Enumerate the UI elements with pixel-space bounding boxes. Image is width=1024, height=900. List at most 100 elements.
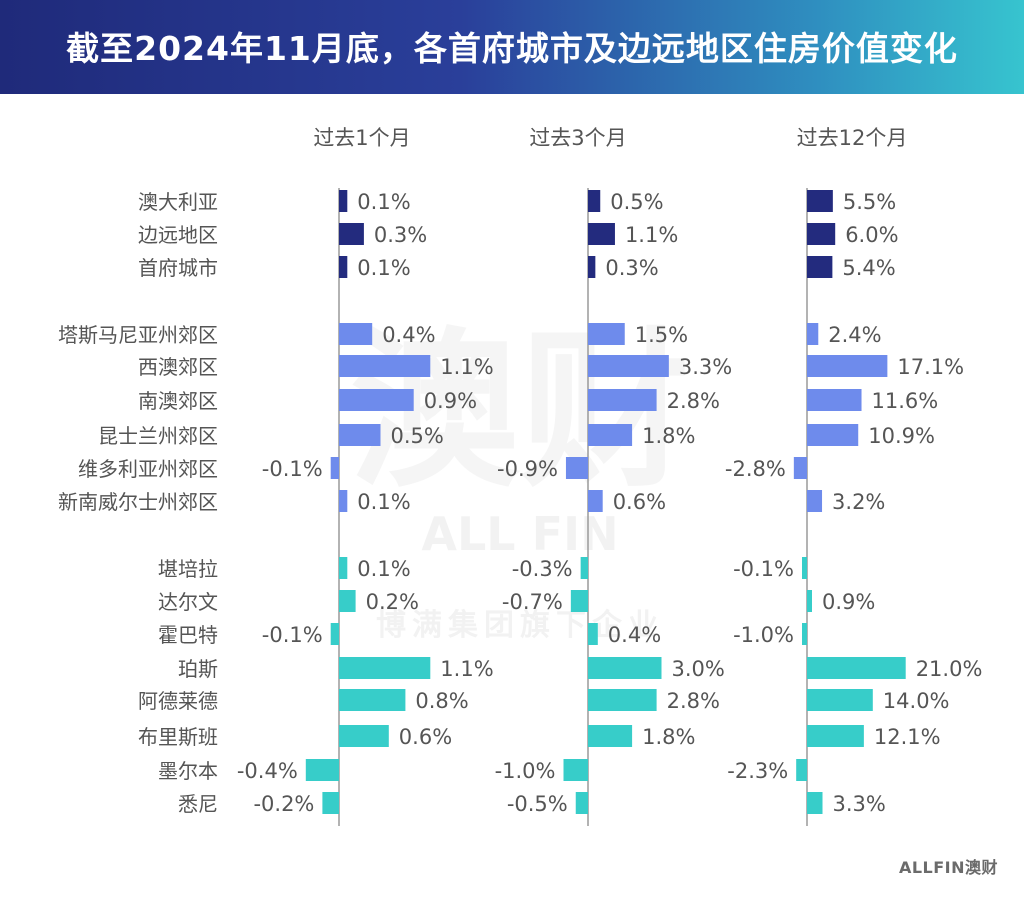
data-label: 0.4% (382, 323, 435, 347)
category-label: 堪培拉 (158, 557, 218, 581)
watermark-mark: 澳财 (350, 313, 690, 511)
data-label: 0.1% (357, 490, 410, 514)
data-label: 0.5% (610, 190, 663, 214)
bar (802, 623, 807, 645)
data-label: 0.1% (357, 557, 410, 581)
category-label: 阿德莱德 (138, 689, 218, 713)
data-label: 1.1% (440, 355, 493, 379)
data-label: 3.2% (832, 490, 885, 514)
category-label: 边远地区 (138, 223, 218, 247)
bar (807, 725, 864, 747)
data-label: 0.3% (605, 256, 658, 280)
bar (807, 256, 833, 278)
category-label: 澳大利亚 (138, 190, 218, 214)
bar (588, 355, 669, 377)
watermark-logo: 澳财 ALL FIN 博满集团旗下企业 (350, 313, 690, 643)
data-label: 0.6% (399, 725, 452, 749)
data-label: -1.0% (495, 759, 556, 783)
bar (339, 190, 348, 212)
bar (322, 792, 339, 814)
bar (339, 689, 406, 711)
column-title-1-month: 过去1个月 (313, 126, 411, 150)
category-label: 新南威尔士州郊区 (58, 490, 218, 514)
data-label: -0.5% (507, 792, 568, 816)
category-label: 塔斯马尼亚州郊区 (58, 323, 218, 347)
data-label: 2.4% (828, 323, 881, 347)
data-label: -2.8% (725, 457, 786, 481)
category-label: 墨尔本 (158, 759, 218, 783)
category-label: 达尔文 (158, 590, 218, 614)
data-label: 0.4% (608, 623, 661, 647)
data-label: 5.4% (842, 256, 895, 280)
bar (588, 623, 598, 645)
bar (339, 389, 414, 411)
category-label: 昆士兰州郊区 (98, 424, 218, 448)
bar (330, 457, 339, 479)
data-label: 1.1% (440, 657, 493, 681)
bar (339, 725, 389, 747)
bar (575, 792, 588, 814)
data-label: 0.2% (366, 590, 419, 614)
bar (588, 256, 596, 278)
bar (580, 557, 588, 579)
bar (330, 623, 339, 645)
data-label: 3.0% (672, 657, 725, 681)
bar (339, 657, 431, 679)
data-label: 0.3% (374, 223, 427, 247)
bar (807, 657, 906, 679)
bar (339, 490, 348, 512)
bar (588, 725, 633, 747)
footer-logo: ALLFIN澳财 (898, 858, 998, 877)
watermark-tagline: 博满集团旗下企业 (376, 608, 664, 643)
data-label: 0.1% (357, 256, 410, 280)
bar (339, 424, 381, 446)
bar (807, 355, 888, 377)
bar (588, 490, 603, 512)
bar (565, 457, 588, 479)
data-label: -0.7% (502, 590, 563, 614)
data-label: 21.0% (916, 657, 983, 681)
data-label: 6.0% (845, 223, 898, 247)
data-label: -0.2% (253, 792, 314, 816)
bar (807, 190, 833, 212)
bar (588, 190, 601, 212)
data-label: 0.9% (424, 389, 477, 413)
data-label: -0.1% (262, 457, 323, 481)
data-label: 0.9% (822, 590, 875, 614)
data-label: 2.8% (667, 689, 720, 713)
bar (793, 457, 807, 479)
bar (588, 389, 657, 411)
bar (339, 557, 348, 579)
category-label: 悉尼 (178, 792, 218, 816)
bar (796, 759, 807, 781)
bar (339, 590, 356, 612)
bar (588, 223, 615, 245)
data-label: 3.3% (833, 792, 886, 816)
bar (563, 759, 588, 781)
data-label: -1.0% (733, 623, 794, 647)
data-label: 5.5% (843, 190, 896, 214)
bar (802, 557, 807, 579)
data-label: 2.8% (667, 389, 720, 413)
data-label: 0.5% (391, 424, 444, 448)
data-label: 17.1% (897, 355, 964, 379)
category-label: 珀斯 (178, 657, 218, 681)
bar (339, 223, 364, 245)
data-label: 0.8% (415, 689, 468, 713)
data-label: 3.3% (679, 355, 732, 379)
column-title-12-months: 过去12个月 (796, 126, 908, 150)
data-label: 1.8% (642, 725, 695, 749)
page-title: 截至2024年11月底，各首府城市及边远地区住房价值变化 (66, 29, 958, 68)
data-label: 14.0% (883, 689, 950, 713)
data-label: 0.1% (357, 190, 410, 214)
category-label: 西澳郊区 (138, 355, 218, 379)
category-label: 布里斯班 (138, 725, 218, 749)
data-label: 0.6% (613, 490, 666, 514)
data-label: -0.3% (512, 557, 573, 581)
data-label: -0.1% (733, 557, 794, 581)
data-label: -0.4% (237, 759, 298, 783)
data-label: -2.3% (727, 759, 788, 783)
title-banner: 截至2024年11月底，各首府城市及边远地区住房价值变化 (0, 0, 1024, 94)
bar (339, 256, 348, 278)
bar (807, 223, 836, 245)
